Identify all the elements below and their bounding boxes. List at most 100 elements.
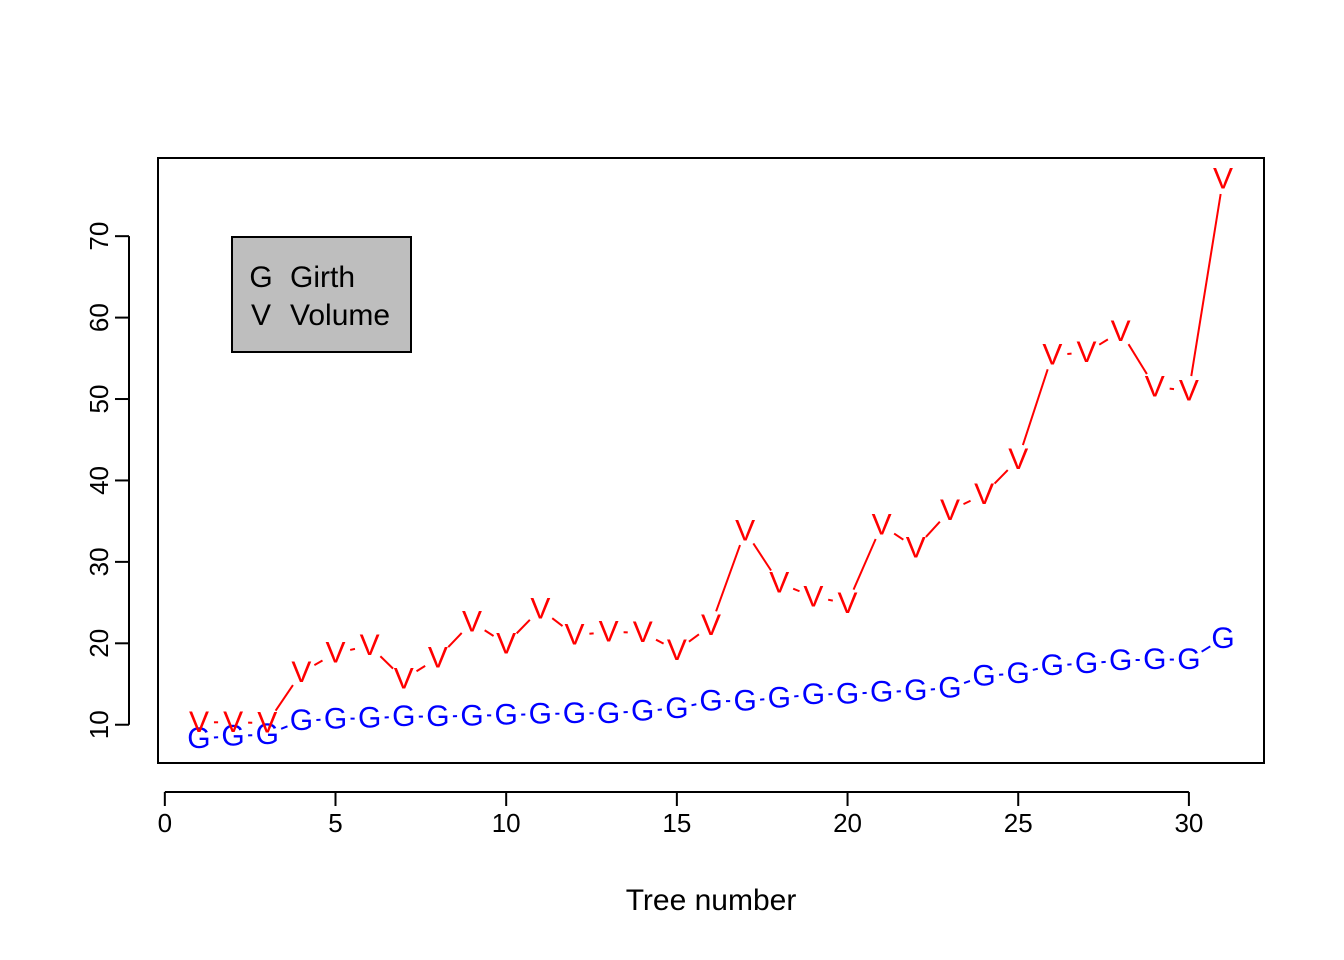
series-girth: G G G G G G G G G G G G G G G G G G G G G G G G G G G G G GG bbox=[187, 622, 1234, 755]
series-volume-segment bbox=[893, 532, 904, 541]
series-girth-point: G bbox=[1075, 647, 1098, 680]
series-volume-segment bbox=[852, 538, 877, 591]
series-girth-point: G bbox=[256, 718, 279, 751]
series-volume-point: V bbox=[838, 587, 858, 620]
series-girth-point: G bbox=[1177, 643, 1200, 676]
legend-symbol-volume: V bbox=[251, 299, 271, 332]
series-volume-segment bbox=[925, 520, 941, 538]
series-girth-point: G bbox=[495, 698, 518, 731]
series-girth-point: G bbox=[802, 678, 825, 711]
y-tick-label: 70 bbox=[84, 222, 114, 251]
series-volume-segment bbox=[715, 544, 741, 612]
series-volume-point: V bbox=[530, 593, 550, 626]
series-girth-point: G bbox=[1041, 649, 1064, 682]
series-girth-segment bbox=[1201, 645, 1211, 653]
series-volume-point: V bbox=[189, 706, 209, 739]
series-girth-point: G bbox=[392, 700, 415, 733]
x-tick-label: 20 bbox=[833, 808, 862, 838]
legend: G Girth V Volume bbox=[231, 236, 412, 353]
series-volume-point: V bbox=[872, 509, 892, 542]
series-girth-point: G bbox=[290, 704, 313, 737]
series-volume-point: V bbox=[564, 619, 584, 652]
series-girth-point: G bbox=[768, 681, 791, 714]
x-tick-label: 30 bbox=[1174, 808, 1203, 838]
y-tick-label: 60 bbox=[84, 303, 114, 332]
series-girth-point: G bbox=[460, 699, 483, 732]
series-volume-point: V bbox=[257, 707, 277, 740]
series-volume-point: V bbox=[360, 629, 380, 662]
series-volume-point: V bbox=[325, 637, 345, 670]
series-volume-point: V bbox=[223, 706, 243, 739]
series-volume-point: V bbox=[599, 615, 619, 648]
series-volume-point: V bbox=[803, 580, 823, 613]
series-volume-segment bbox=[655, 638, 665, 645]
series-volume-point: V bbox=[1213, 163, 1233, 196]
y-tick-label: 40 bbox=[84, 466, 114, 495]
series-layer: G G G G G G G G G G G G G G G G G G G G G G G G G G G G G GGV V VVV VVVV… bbox=[187, 163, 1234, 755]
series-volume-segment bbox=[993, 469, 1009, 485]
legend-label-volume: Volume bbox=[290, 299, 390, 332]
series-girth-point: G bbox=[324, 703, 347, 736]
series-girth-point: G bbox=[665, 692, 688, 725]
series-girth-point: G bbox=[187, 722, 210, 755]
y-tick-label: 30 bbox=[84, 547, 114, 576]
series-volume-point: V bbox=[428, 641, 448, 674]
series-girth-segment bbox=[280, 725, 288, 730]
series-girth-point: G bbox=[904, 674, 927, 707]
series-girth-point: G bbox=[426, 700, 449, 733]
y-tick-label: 50 bbox=[84, 385, 114, 414]
series-volume-segment bbox=[752, 542, 772, 572]
series-girth-point: G bbox=[1143, 643, 1166, 676]
series-girth-point: G bbox=[1211, 622, 1234, 655]
series-volume-segment bbox=[688, 633, 700, 643]
series-volume-segment bbox=[1021, 368, 1049, 446]
legend-label-girth: Girth bbox=[290, 261, 355, 294]
y-tick-label: 20 bbox=[84, 629, 114, 658]
series-volume-segment bbox=[792, 587, 800, 593]
y-tick-label: 10 bbox=[84, 710, 114, 739]
x-tick-label: 15 bbox=[662, 808, 691, 838]
series-volume-point: V bbox=[1042, 339, 1062, 372]
series-volume-segment bbox=[827, 598, 833, 602]
series-volume-point: V bbox=[633, 616, 653, 649]
series-volume-point: V bbox=[394, 663, 414, 696]
series-volume-point: V bbox=[667, 634, 687, 667]
series-volume-point: V bbox=[701, 609, 721, 642]
series-volume-point: V bbox=[462, 606, 482, 639]
series-girth-point: G bbox=[870, 676, 893, 709]
x-tick-label: 0 bbox=[158, 808, 172, 838]
series-volume-point: V bbox=[1008, 443, 1028, 476]
series-girth-point: G bbox=[972, 659, 995, 692]
series-volume-segment bbox=[1190, 193, 1222, 377]
series-girth-segment bbox=[1032, 667, 1038, 671]
series-girth-point: G bbox=[938, 672, 961, 705]
series-volume-segment bbox=[1098, 338, 1109, 346]
series-girth-point: G bbox=[529, 698, 552, 731]
series-volume-point: V bbox=[735, 514, 755, 547]
series-girth-point: G bbox=[699, 685, 722, 718]
series-girth-point: G bbox=[733, 685, 756, 718]
series-volume-point: V bbox=[1179, 374, 1199, 407]
x-tick-label: 25 bbox=[1004, 808, 1033, 838]
series-girth-segment bbox=[691, 703, 697, 707]
x-axis: 0 5 10 15 20 25 30 bbox=[158, 791, 1203, 838]
series-volume-segment bbox=[963, 499, 971, 506]
series-girth-point: G bbox=[836, 677, 859, 710]
series-volume-segment bbox=[484, 629, 495, 637]
series-girth-point: G bbox=[1007, 657, 1030, 690]
x-tick-label: 10 bbox=[492, 808, 521, 838]
series-volume-point: V bbox=[291, 656, 311, 689]
legend-box bbox=[231, 236, 412, 353]
series-volume-segment bbox=[349, 647, 356, 651]
series-volume-point: V bbox=[974, 478, 994, 511]
series-girth-segment bbox=[963, 679, 971, 684]
series-volume-segment bbox=[274, 684, 294, 712]
series-volume-segment bbox=[1127, 343, 1148, 375]
series-volume-segment bbox=[1169, 387, 1175, 391]
series-volume-point: V bbox=[1145, 370, 1165, 403]
plot-frame bbox=[157, 157, 1265, 764]
legend-symbol-girth: G bbox=[249, 261, 272, 294]
series-girth-point: G bbox=[221, 720, 244, 753]
series-volume-segment bbox=[379, 655, 394, 670]
